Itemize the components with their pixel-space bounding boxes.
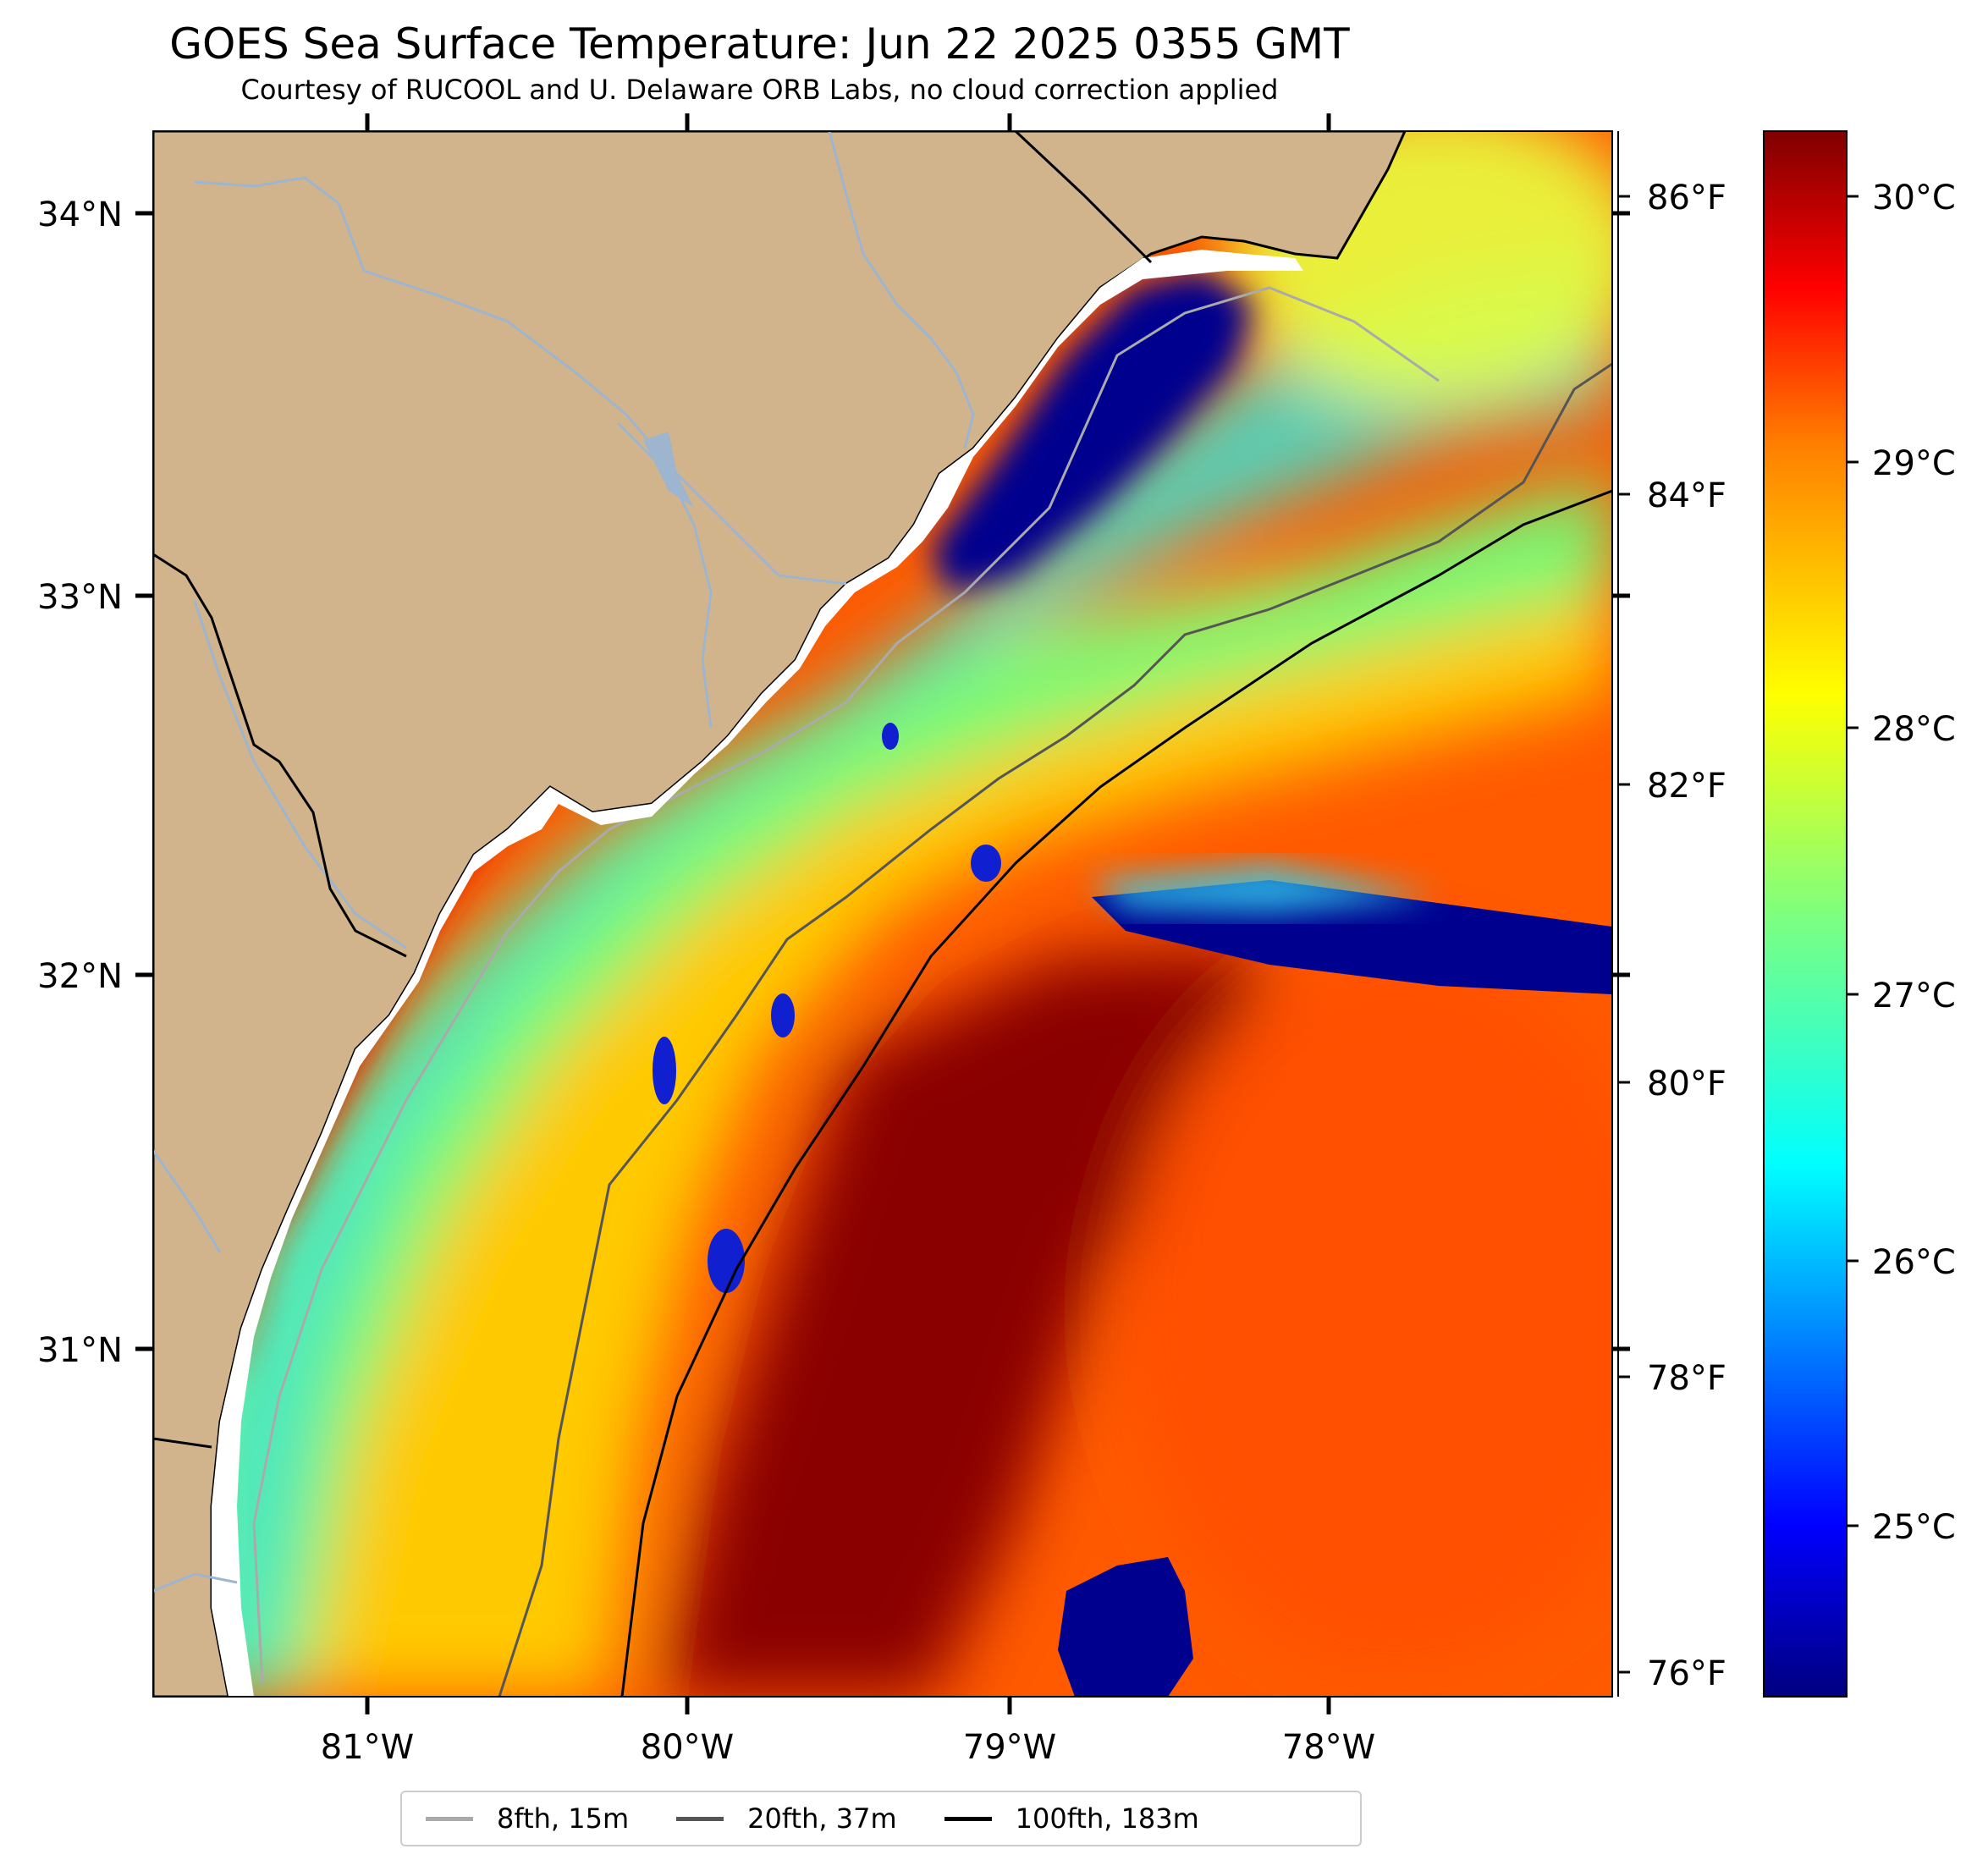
lake-marion: [643, 432, 694, 508]
legend-entry-100fth: 100fth, 183m: [944, 1802, 1199, 1835]
fahrenheit-label: 84°F: [1647, 476, 1726, 515]
map-frame: [152, 130, 1613, 1698]
lon-label: 79°W: [963, 1728, 1056, 1767]
fahrenheit-label: 86°F: [1647, 179, 1726, 217]
state-boundaries: [153, 131, 1153, 1449]
sst-orange-eddy: [1126, 956, 1612, 1667]
lat-label: 33°N: [37, 578, 123, 617]
state-boundary-ga-fl: [153, 1437, 212, 1449]
colorbar-gradient: [1763, 130, 1848, 1698]
sst-gulf-stream-core: [660, 948, 1269, 1697]
sst-cold-eddy: [1058, 1557, 1193, 1697]
legend-line-100fth: [944, 1816, 992, 1821]
sst-cold-spot: [882, 723, 899, 750]
chart-title: GOES Sea Surface Temperature: Jun 22 202…: [169, 19, 1350, 69]
contour-100fth: [620, 489, 1612, 1697]
sst-cold-upwelling: [931, 271, 1253, 592]
legend-entry-8fth: 8fth, 15m: [426, 1802, 629, 1835]
contour-20fth: [498, 362, 1612, 1697]
celsius-label: 26°C: [1872, 1243, 1956, 1282]
fahrenheit-label: 80°F: [1647, 1065, 1726, 1103]
sst-cold-spot: [971, 845, 1001, 882]
contour-8fth: [252, 286, 1440, 1685]
river-line: [193, 600, 407, 949]
chart-subtitle: Courtesy of RUCOOL and U. Delaware ORB L…: [240, 74, 1279, 106]
fahrenheit-label: 82°F: [1647, 767, 1726, 806]
celsius-label: 30°C: [1872, 179, 1956, 217]
lat-label: 34°N: [37, 195, 123, 234]
river-line: [828, 131, 975, 449]
legend-label: 8fth, 15m: [497, 1802, 630, 1835]
sst-cold-spot: [708, 1229, 745, 1293]
sst-cold-spot: [771, 993, 795, 1037]
state-boundary-nc-sc: [1014, 131, 1153, 264]
river-line: [194, 176, 847, 586]
sst-cold-spot: [653, 1037, 676, 1104]
lon-label: 80°W: [641, 1728, 734, 1767]
legend-line-8fth: [426, 1816, 473, 1821]
legend-label: 100fth, 183m: [1015, 1802, 1199, 1835]
rivers: [153, 131, 975, 1593]
lon-label: 78°W: [1282, 1728, 1375, 1767]
lat-label: 31°N: [37, 1331, 123, 1370]
river-line: [153, 1572, 238, 1593]
axis-ticks: [135, 113, 1630, 1714]
river-line: [153, 1150, 222, 1253]
lon-label: 81°W: [321, 1728, 414, 1767]
celsius-label: 28°C: [1872, 710, 1956, 749]
celsius-label: 25°C: [1872, 1508, 1956, 1547]
contour-legend: 8fth, 15m 20fth, 37m 100fth, 183m: [400, 1791, 1362, 1846]
lat-label: 32°N: [37, 957, 123, 996]
legend-label: 20fth, 37m: [747, 1802, 897, 1835]
sst-filament-edge: [1092, 863, 1439, 914]
celsius-label: 29°C: [1872, 444, 1956, 483]
fahrenheit-label: 78°F: [1647, 1359, 1726, 1398]
state-boundary-ga-sc: [153, 553, 407, 958]
legend-entry-20fth: 20fth, 37m: [676, 1802, 897, 1835]
sst-field: [153, 131, 1612, 1697]
colorbar: 86°F 84°F 82°F 80°F 78°F 76°F 30°C 29°C …: [1617, 130, 1956, 1698]
fahrenheit-label: 76°F: [1647, 1654, 1726, 1693]
celsius-label: 27°C: [1872, 977, 1956, 1015]
map-area: [153, 131, 1612, 1697]
sst-yellow-band: [153, 508, 1612, 1697]
legend-line-20fth: [676, 1816, 724, 1821]
